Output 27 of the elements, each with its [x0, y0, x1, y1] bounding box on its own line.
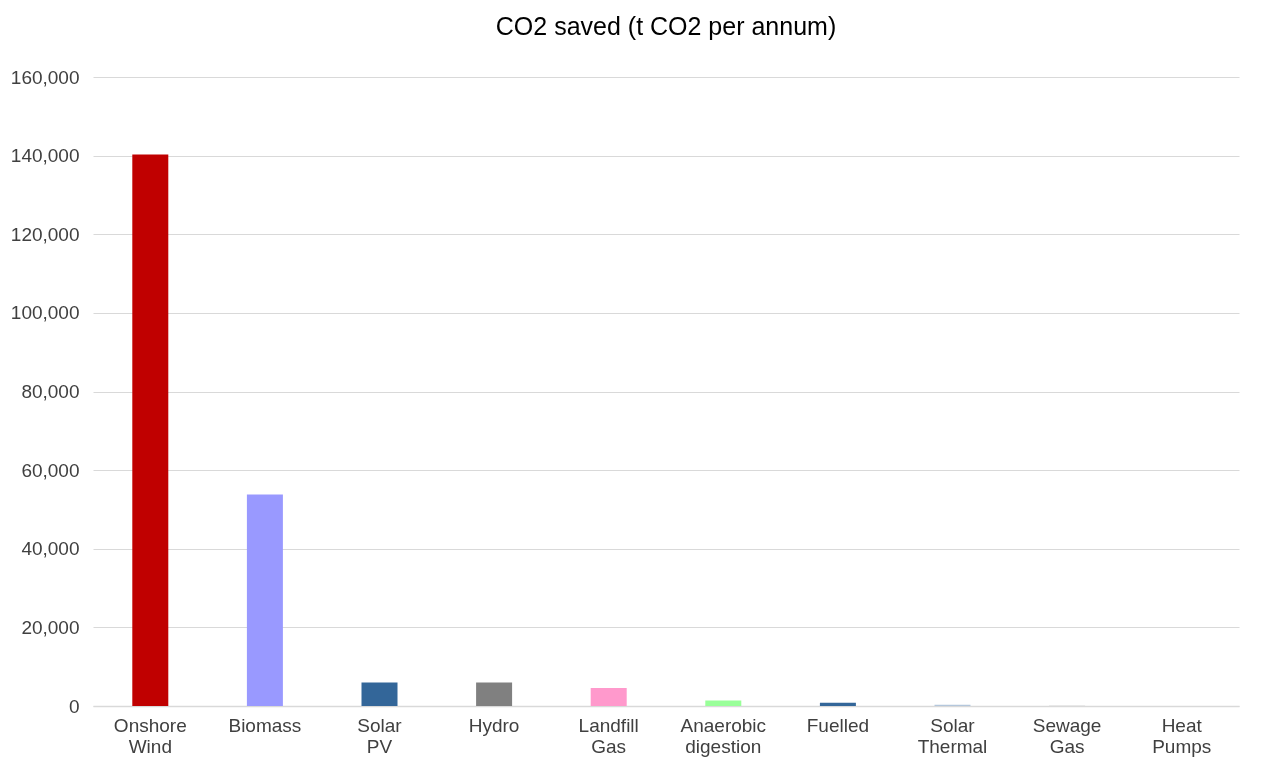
x-tick-label: Anaerobic digestion	[680, 714, 767, 757]
x-tick-label: Biomass	[228, 714, 302, 736]
chart-title: CO2 saved (t CO2 per annum)	[495, 12, 837, 40]
x-tick-label: Hydro	[468, 714, 520, 736]
x-tick-label: Solar PV	[357, 714, 403, 757]
bar	[246, 494, 283, 706]
bar	[476, 682, 513, 706]
y-tick-label: 80,000	[21, 381, 80, 402]
x-tick-label: Solar Thermal	[917, 714, 988, 757]
bar	[590, 687, 627, 706]
bar	[705, 700, 742, 706]
y-tick-label: 60,000	[21, 459, 80, 481]
y-tick-label: 0	[68, 695, 80, 717]
y-tick-label: 120,000	[10, 223, 80, 245]
y-tick-label: 160,000	[10, 66, 80, 88]
y-tick-label: 100,000	[10, 302, 80, 324]
x-tick-label: Heat Pumps	[1152, 714, 1212, 757]
bar	[361, 682, 398, 706]
x-tick-label: Onshore Wind	[113, 714, 187, 757]
x-tick-label: Landfill Gas	[578, 714, 639, 757]
bar	[819, 702, 856, 706]
y-tick-label: 40,000	[21, 538, 80, 560]
x-tick-label: Fuelled	[806, 714, 870, 736]
bar	[132, 154, 169, 706]
y-tick-label: 140,000	[10, 145, 80, 167]
x-tick-label: Sewage Gas	[1032, 714, 1102, 757]
y-tick-label: 20,000	[21, 616, 80, 638]
